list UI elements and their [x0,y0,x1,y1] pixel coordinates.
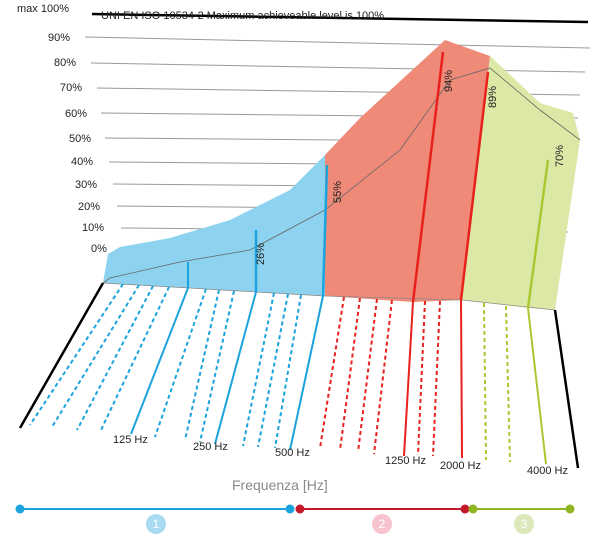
frequency-rays [29,283,547,465]
frequency-ray [527,307,547,465]
frequency-ray [505,305,511,463]
x-axis-title: Frequenza [Hz] [232,477,328,493]
frequency-ray [214,291,257,445]
grid-line [90,62,586,73]
frequency-ray [154,288,207,438]
band-3-top-face [462,56,580,310]
max-label: max 100% [17,3,69,15]
frequency-ray [357,298,378,453]
max-line [91,12,589,24]
band-2-badge [372,514,392,534]
y-tick-label: 80% [54,57,76,69]
band-1-start-dot [15,504,25,514]
area-fills [102,40,581,311]
y-tick-label: 50% [69,133,91,145]
band-2-number: 2 [379,517,386,531]
y-tick-label: 70% [60,82,82,94]
frequency-ray [199,290,235,443]
frequency-ray [432,300,441,457]
frequency-ray [76,285,154,431]
frequency-ray [319,296,345,449]
band-1-number: 1 [153,517,160,531]
annotation-label: 26% [255,243,267,265]
y-tick-label: 30% [75,179,97,191]
frequency-ray [403,301,414,457]
band-3-number: 3 [521,517,528,531]
x-tick-label: 4000 Hz [527,465,568,477]
frequency-ray [274,294,302,449]
inner-verticals [187,51,550,309]
y-tick-label: 20% [78,201,100,213]
y-tick-labels: max 100% 90% 80% 70% 60% 50% 40% 30% 20%… [17,3,107,255]
chart-title: UNI EN ISO 10534-2 Maximum achieveable l… [101,10,384,22]
band-3-start-dot [468,504,478,514]
y-tick-label: 0% [91,243,107,255]
band-3-end-dot [565,504,575,514]
x-tick-labels: 125 Hz 250 Hz 500 Hz 1250 Hz 2000 Hz 400… [113,434,568,477]
frequency-ray [460,299,463,459]
profile-edge-line [102,67,581,284]
vertical-line [321,164,329,297]
y-tick-label: 40% [71,156,93,168]
frequency-ray [242,292,275,447]
annotation-label: 70% [554,145,566,167]
y-tick-label: 60% [65,108,87,120]
x-tick-label: 250 Hz [193,441,228,453]
band-1-top-face [103,155,325,296]
frequency-ray [130,287,189,435]
left-axis-line [18,282,105,429]
x-tick-label: 1250 Hz [385,455,426,467]
x-tick-label: 125 Hz [113,434,148,446]
right-axis-line [553,309,580,469]
band-legend: 1 2 3 [15,504,575,534]
band-2-top-face [325,40,490,302]
frequency-ray [99,286,170,433]
frequency-ray [339,297,361,451]
frequency-ray [417,300,426,456]
x-tick-label: 2000 Hz [440,460,481,472]
band-2-end-dot [460,504,470,514]
y-tick-label: 10% [82,222,104,234]
annotation-label: 94% [443,70,455,92]
value-annotations: 26% 55% 94% 89% 70% [255,70,566,265]
frequency-ray [29,283,124,426]
band-1-end-dot [285,504,295,514]
band-2-start-dot [295,504,305,514]
vertical-line [526,159,550,309]
frequency-ray [289,295,324,451]
vertical-line [459,71,490,301]
band-1-badge [146,514,166,534]
frequency-ray [184,289,220,441]
grid-line [84,36,591,49]
base-edge-line [102,282,556,311]
frequency-ray [257,293,289,448]
frequency-ray [373,299,393,455]
frequency-ray [51,284,140,428]
annotation-label: 55% [332,181,344,203]
vertical-line [411,51,445,303]
band-3-badge [514,514,534,534]
y-tick-label: 90% [48,32,70,44]
annotation-label: 89% [487,86,499,108]
x-tick-label: 500 Hz [275,447,310,459]
frequency-ray [483,302,487,461]
